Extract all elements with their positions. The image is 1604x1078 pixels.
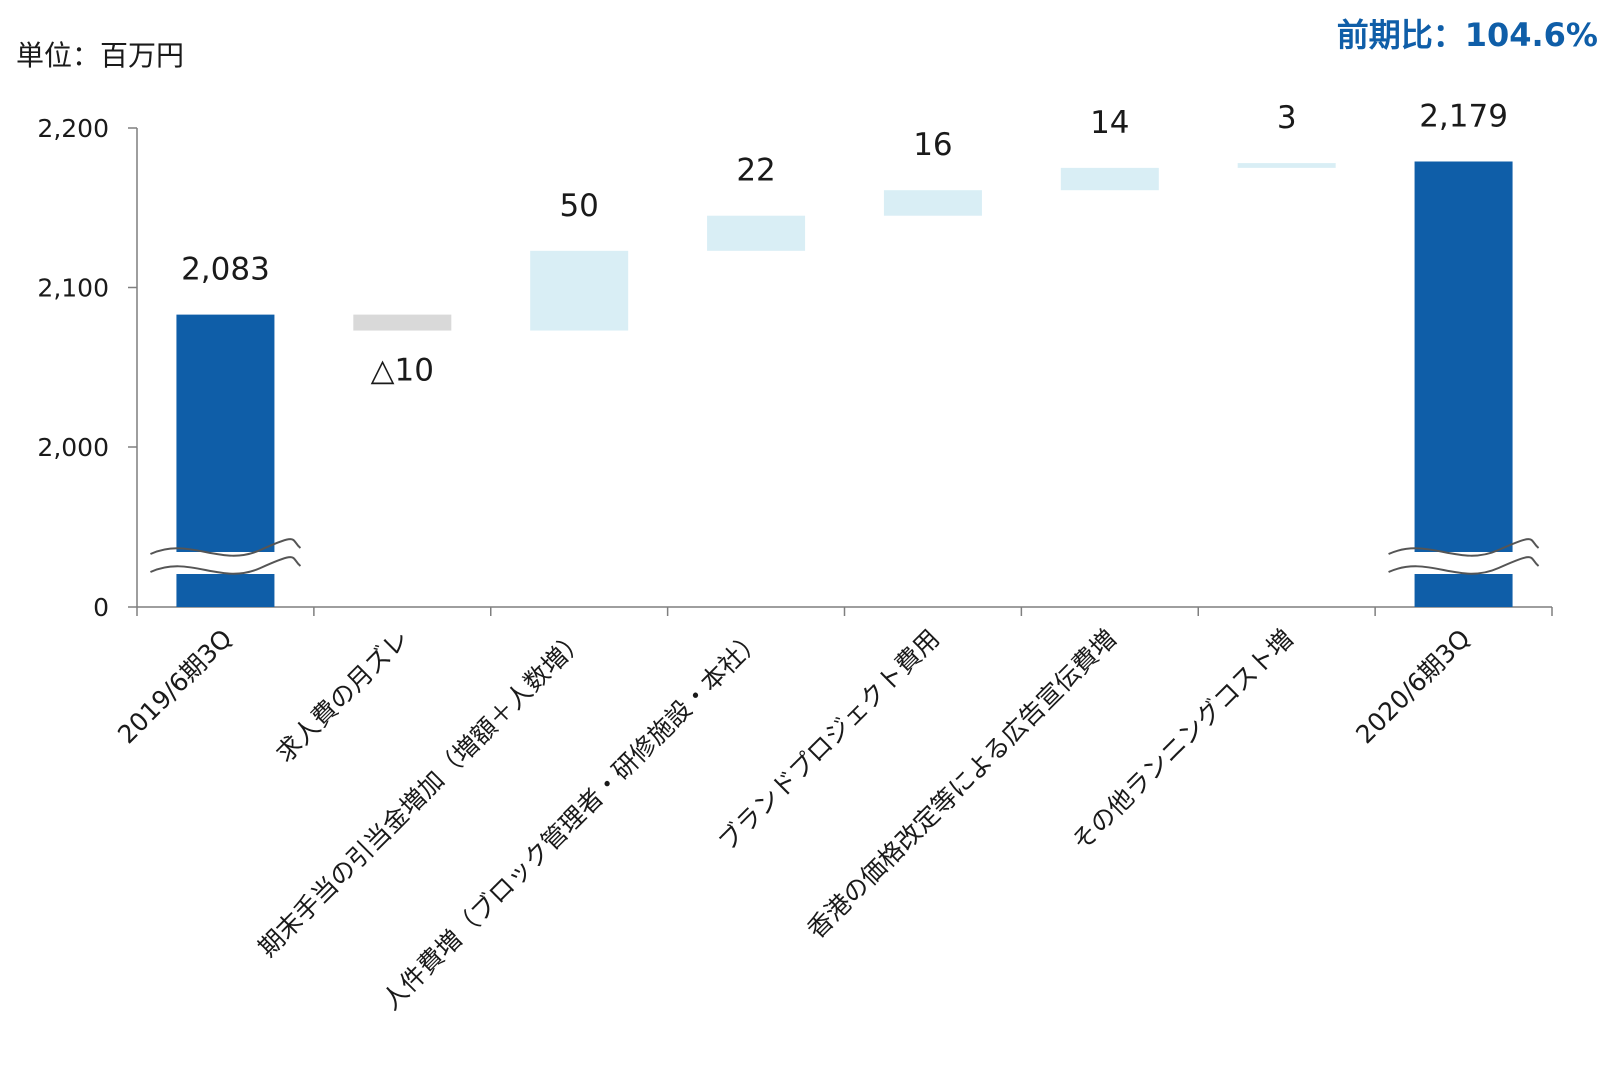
data-label: 14 [1090, 105, 1129, 141]
bar-decrease [353, 314, 452, 331]
category-label: 2019/6期3Q [112, 624, 238, 750]
axis-break-marks [150, 538, 1540, 575]
axis-break-mark [1388, 538, 1540, 575]
unit-label: 単位：百万円 [16, 39, 185, 72]
bar-increase [1237, 163, 1336, 168]
bar-increase [530, 250, 629, 331]
y-tick-label: 0 [93, 593, 109, 622]
data-labels: 2,083 △10 50 22 16 14 3 2,179 [181, 98, 1508, 388]
chart-axes: 0 2,000 2,100 2,200 [37, 114, 1553, 622]
category-label: 人件費増（ブロック管理者・研修施設・本社） [377, 624, 769, 1016]
bar-increase [883, 190, 982, 216]
data-label: 16 [913, 127, 952, 163]
category-label: 香港の価格改定等による広告宣伝費増 [802, 624, 1123, 945]
data-label: 2,083 [181, 252, 270, 288]
category-labels: 2019/6期3Q 求人費の月ズレ期末手当の引当金増加（増額＋人数増）人件費増（ブ… [112, 624, 1476, 1016]
category-label: 期末手当の引当金増加（増額＋人数増） [253, 624, 592, 963]
category-label: 2020/6期3Q [1350, 624, 1476, 750]
axis-break-mark [150, 538, 302, 575]
bar-increase [1060, 167, 1159, 191]
data-label: 22 [736, 153, 775, 189]
y-tick-label: 2,000 [37, 433, 109, 462]
y-tick-label: 2,100 [37, 274, 109, 303]
data-label: 3 [1277, 100, 1297, 136]
data-label: 50 [559, 188, 598, 224]
category-label: 求人費の月ズレ [270, 624, 414, 768]
bar-increase [707, 215, 806, 251]
bar-total [1414, 161, 1513, 607]
data-label: 2,179 [1419, 98, 1508, 134]
y-tick-label: 2,200 [37, 114, 109, 143]
yoy-ratio-label: 前期比：104.6% [1336, 16, 1598, 54]
data-label: △10 [371, 353, 434, 389]
